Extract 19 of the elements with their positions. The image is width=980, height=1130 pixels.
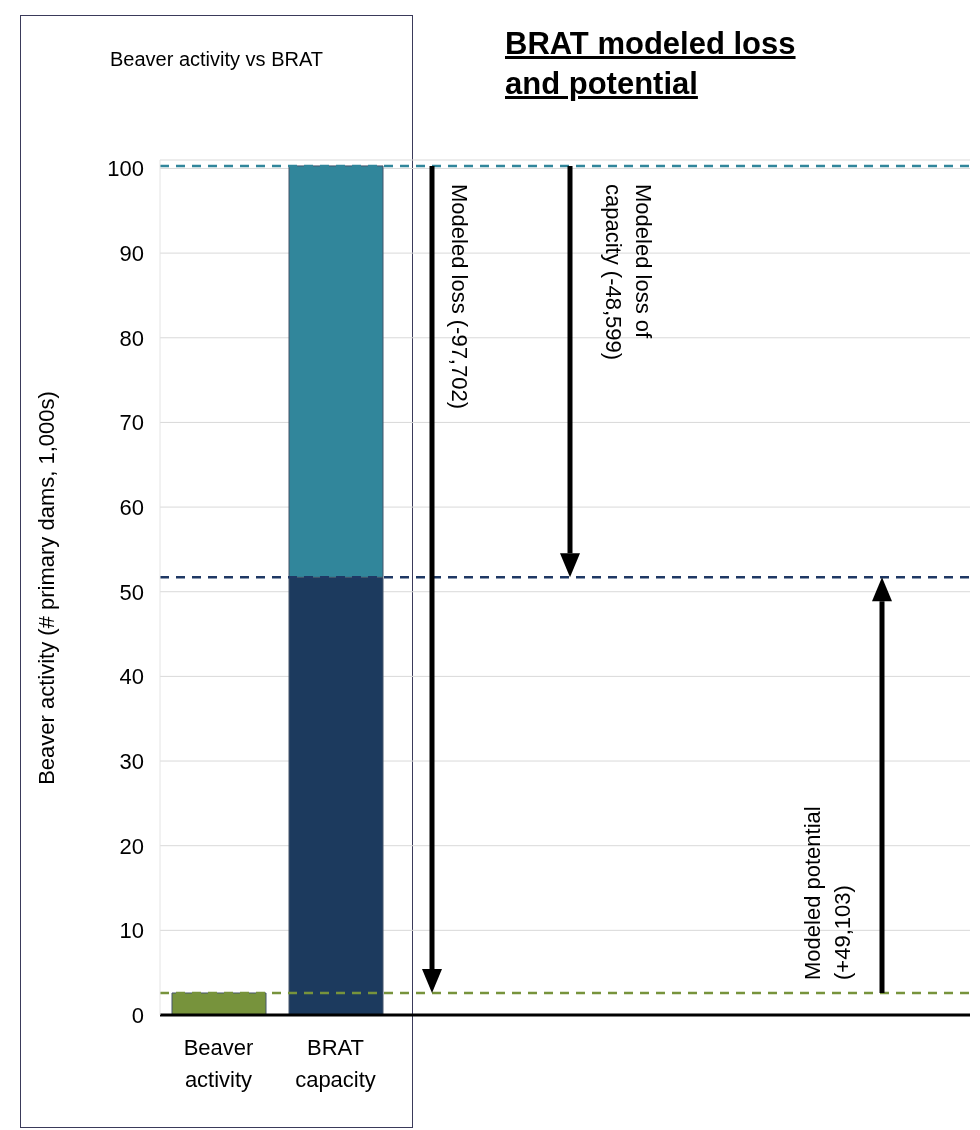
y-tick-label: 60 — [119, 494, 144, 520]
text: Modeled loss (-97,702) — [446, 183, 473, 409]
y-tick-label: 20 — [119, 833, 144, 859]
y-tick-label: 80 — [119, 325, 144, 351]
text: Modeled potential (+49,103) — [799, 805, 856, 980]
text: Modeled loss of capacity (-48,599) — [600, 183, 657, 362]
y-tick-label: 90 — [119, 240, 144, 266]
x-tick-label: BRAT capacity — [295, 1035, 376, 1092]
y-tick-label: 100 — [107, 156, 144, 182]
y-tick-label: 40 — [119, 664, 144, 690]
y-tick-label: 10 — [119, 918, 144, 944]
y-tick-label: 70 — [119, 410, 144, 436]
y-tick-label: 30 — [119, 748, 144, 774]
chart-subtitle: Beaver activity vs BRAT — [109, 48, 324, 71]
y-tick-label: 50 — [119, 579, 144, 605]
y-tick-label: 0 — [131, 1002, 144, 1028]
text: BRAT modeled loss and potential — [505, 25, 797, 103]
y-axis-title: Beaver activity (# primary dams, 1,000s) — [34, 390, 60, 785]
x-tick-label: Beaver activity — [183, 1035, 254, 1092]
